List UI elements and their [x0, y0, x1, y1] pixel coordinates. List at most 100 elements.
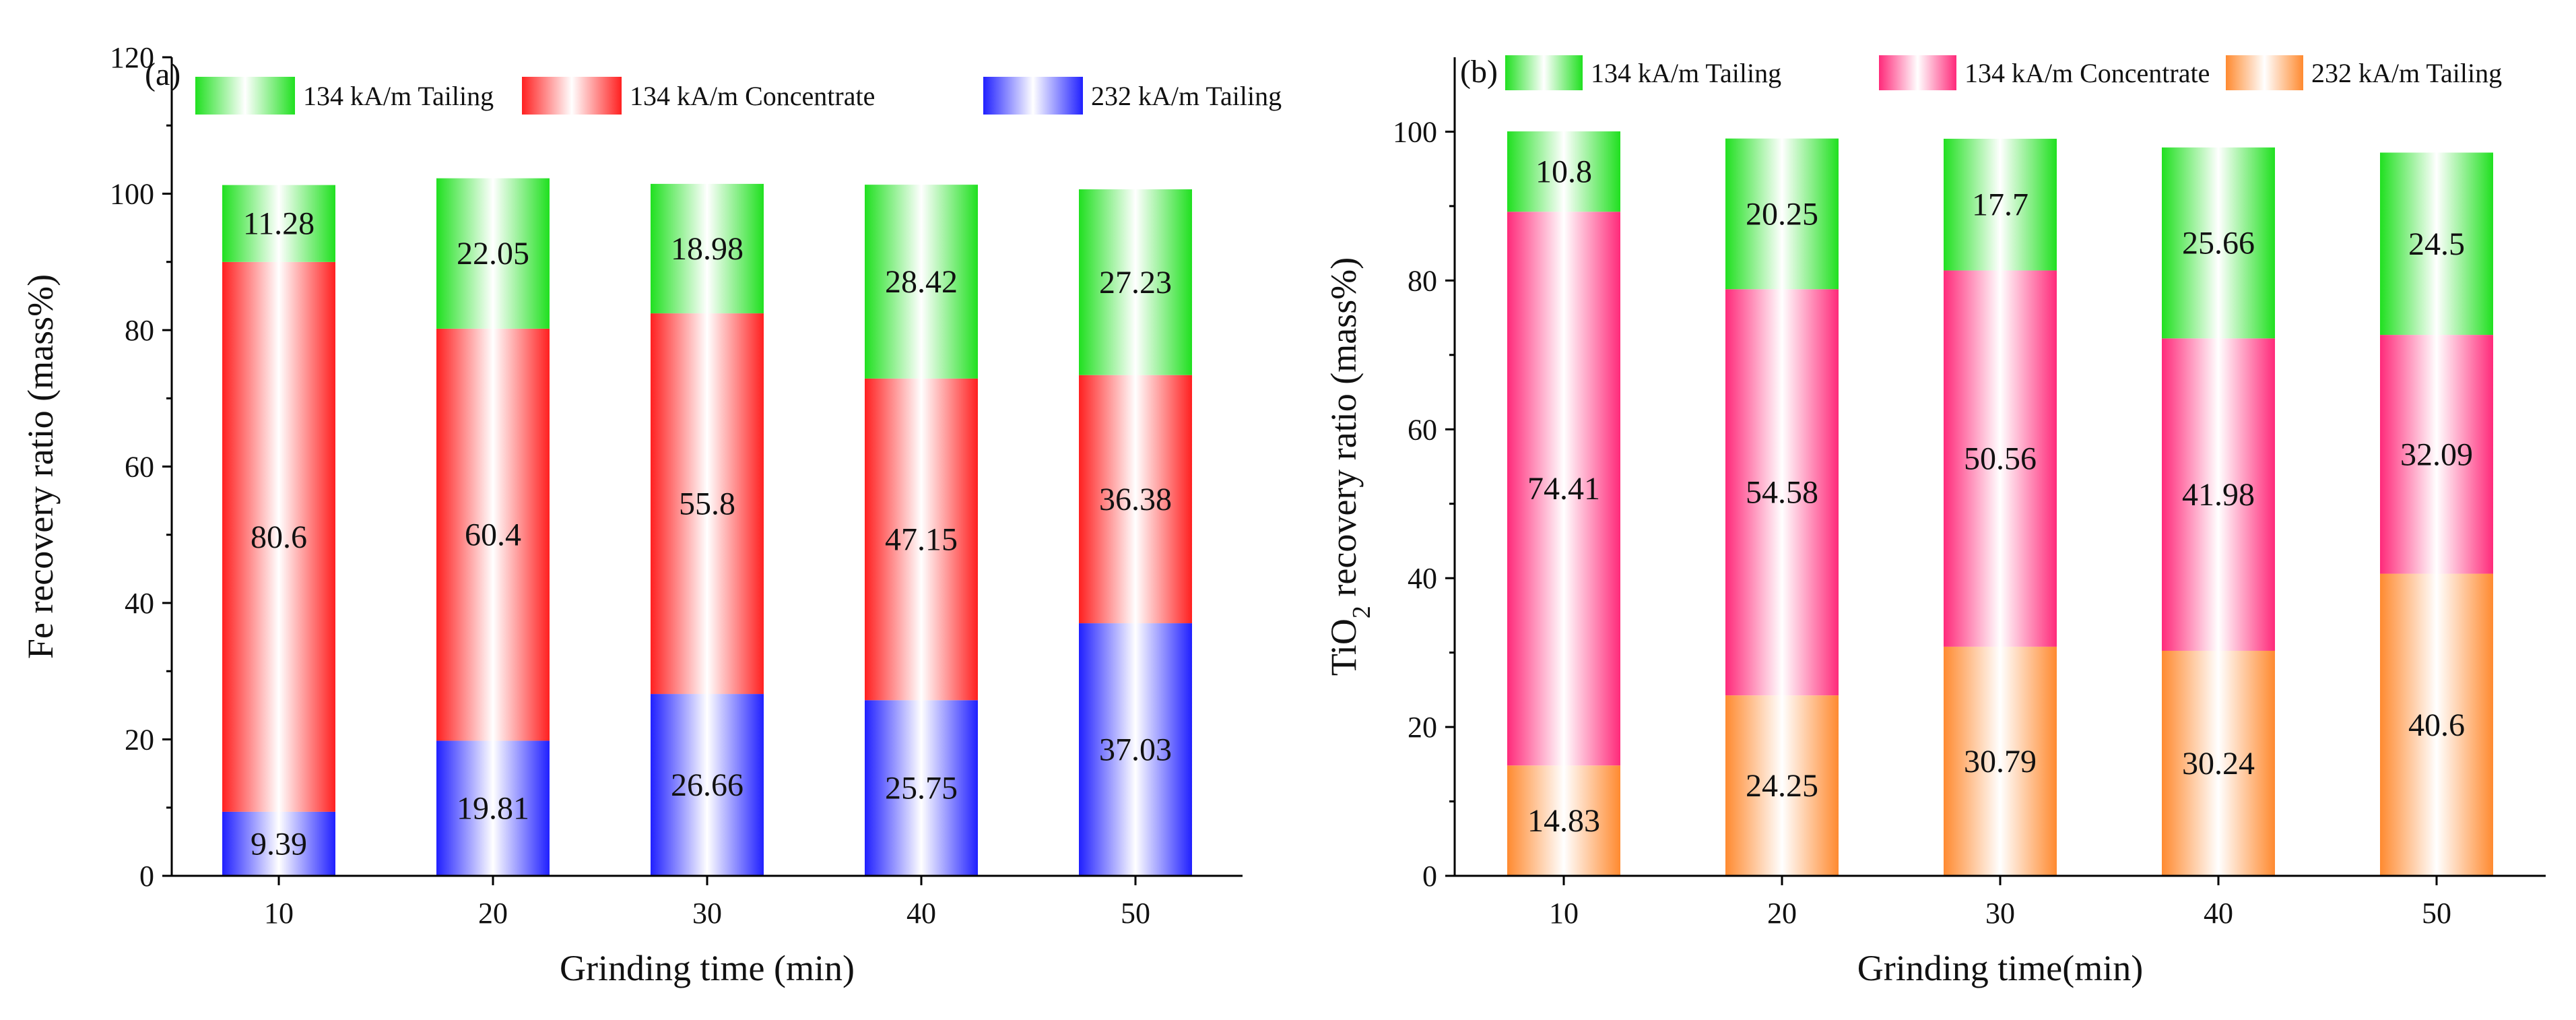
bar-232-ka-m-tailing-50 [1079, 623, 1192, 876]
x-tick-label: 50 [1121, 897, 1150, 930]
x-tick-label: 30 [692, 897, 722, 930]
data-label: 60.4 [465, 517, 521, 553]
bar-134-ka-m-tailing-10 [1507, 131, 1620, 212]
y-tick-label: 80 [125, 314, 154, 347]
data-label: 24.5 [2408, 226, 2465, 262]
legend-swatch [2226, 55, 2303, 90]
y-axis-title-main: TiO [1323, 618, 1364, 676]
data-label: 25.75 [885, 771, 958, 806]
bar-134-ka-m-concentrate-50 [2380, 335, 2493, 574]
data-label: 54.58 [1746, 475, 1818, 511]
y-tick-label: 40 [125, 587, 154, 620]
data-label: 10.8 [1535, 154, 1592, 190]
bar-134-ka-m-concentrate-10 [222, 261, 335, 812]
bar-134-ka-m-tailing-20 [1725, 138, 1839, 290]
data-label: 25.66 [2182, 226, 2255, 261]
data-label: 80.6 [251, 519, 307, 555]
legend-label: 134 kA/m Tailing [303, 81, 494, 111]
x-axis-title: Grinding time (min) [560, 948, 855, 988]
data-label: 30.24 [2182, 746, 2255, 782]
bar-232-ka-m-tailing-20 [1725, 695, 1839, 876]
data-label: 19.81 [457, 791, 529, 827]
y-tick-label: 0 [139, 860, 154, 893]
bar-134-ka-m-tailing-50 [2380, 152, 2493, 336]
bar-134-ka-m-concentrate-40 [2162, 338, 2275, 651]
legend-label: 134 kA/m Tailing [1591, 58, 1781, 88]
legend-label: 134 kA/m Concentrate [630, 81, 875, 111]
legend-label: 232 kA/m Tailing [1091, 81, 1282, 111]
bar-134-ka-m-tailing-40 [2162, 147, 2275, 339]
chart-panel-a: 9.39 80.6 11.28 19.81 60.4 22.05 26.66 55.8 18.9… [20, 41, 1282, 988]
bar-232-ka-m-tailing-10 [1507, 765, 1620, 876]
bar-134-ka-m-concentrate-40 [865, 378, 978, 701]
x-axis-title: Grinding time(min) [1857, 948, 2143, 988]
legend-swatch [983, 77, 1083, 115]
data-label: 26.66 [671, 767, 744, 803]
data-label: 74.41 [1527, 471, 1600, 507]
data-label: 40.6 [2408, 707, 2465, 743]
bar-232-ka-m-tailing-10 [222, 811, 335, 876]
data-label: 47.15 [885, 522, 958, 558]
data-label: 30.79 [1964, 744, 2037, 779]
bar-134-ka-m-concentrate-10 [1507, 212, 1620, 766]
x-tick-label: 20 [1767, 897, 1797, 930]
x-tick-label: 10 [264, 897, 294, 930]
chart-panel-b: 14.83 74.41 10.8 24.25 54.58 20.25 30.79 50.56 1… [1323, 54, 2546, 988]
bar-232-ka-m-tailing-20 [436, 740, 550, 876]
y-tick-label: 60 [1408, 413, 1437, 446]
bar-134-ka-m-concentrate-20 [1725, 289, 1839, 696]
legend-swatch [522, 77, 622, 115]
legend-label: 134 kA/m Concentrate [1964, 58, 2210, 88]
bar-134-ka-m-tailing-10 [222, 185, 335, 262]
y-tick-label: 80 [1408, 264, 1437, 297]
bar-134-ka-m-tailing-20 [436, 178, 550, 329]
y-tick-label: 0 [1422, 860, 1437, 893]
y-axis-title-rest: recovery ratio (mass%) [1323, 257, 1364, 606]
bar-232-ka-m-tailing-30 [651, 694, 764, 876]
bar-134-ka-m-concentrate-50 [1079, 375, 1192, 624]
y-tick-label: 20 [125, 724, 154, 757]
legend-swatch [195, 77, 295, 115]
data-label: 28.42 [885, 264, 958, 300]
data-label: 55.8 [679, 486, 735, 522]
data-label: 22.05 [457, 236, 529, 272]
legend-label: 232 kA/m Tailing [2311, 58, 2502, 88]
data-label: 20.25 [1746, 196, 1818, 232]
data-label: 17.7 [1972, 187, 2028, 223]
data-label: 18.98 [671, 231, 744, 267]
data-label: 32.09 [2400, 437, 2473, 472]
data-label: 27.23 [1099, 265, 1172, 300]
y-tick-label: 120 [110, 41, 154, 74]
y-tick-label: 100 [110, 178, 154, 211]
panel-label: (a) [145, 57, 180, 92]
bar-134-ka-m-concentrate-20 [436, 328, 550, 741]
data-label: 50.56 [1964, 441, 2037, 477]
data-label: 14.83 [1527, 803, 1600, 839]
data-label: 9.39 [251, 826, 307, 862]
x-tick-label: 40 [906, 897, 936, 930]
bar-134-ka-m-tailing-30 [1944, 138, 2057, 271]
data-label: 24.25 [1746, 768, 1818, 804]
bar-134-ka-m-tailing-30 [651, 183, 764, 314]
y-axis-title-subscript: 2 [1348, 606, 1376, 618]
data-label: 11.28 [243, 206, 315, 242]
bar-232-ka-m-tailing-40 [2162, 650, 2275, 876]
y-tick-label: 20 [1408, 711, 1437, 744]
x-tick-label: 40 [2204, 897, 2233, 930]
x-tick-label: 10 [1549, 897, 1579, 930]
bar-232-ka-m-tailing-50 [2380, 573, 2493, 876]
panel-label: (b) [1460, 54, 1498, 90]
data-label: 41.98 [2182, 477, 2255, 513]
bar-134-ka-m-tailing-40 [865, 185, 978, 379]
bar-134-ka-m-concentrate-30 [651, 313, 764, 695]
y-axis-title: Fe recovery ratio (mass%) [20, 274, 61, 659]
x-tick-label: 50 [2422, 897, 2451, 930]
bar-232-ka-m-tailing-30 [1944, 646, 2057, 876]
data-label: 37.03 [1099, 732, 1172, 768]
x-tick-label: 30 [1985, 897, 2015, 930]
y-axis-title: TiO2 recovery ratio (mass%) [1323, 257, 1376, 676]
y-tick-label: 100 [1393, 115, 1437, 148]
x-tick-label: 20 [478, 897, 508, 930]
y-tick-label: 60 [125, 451, 154, 484]
